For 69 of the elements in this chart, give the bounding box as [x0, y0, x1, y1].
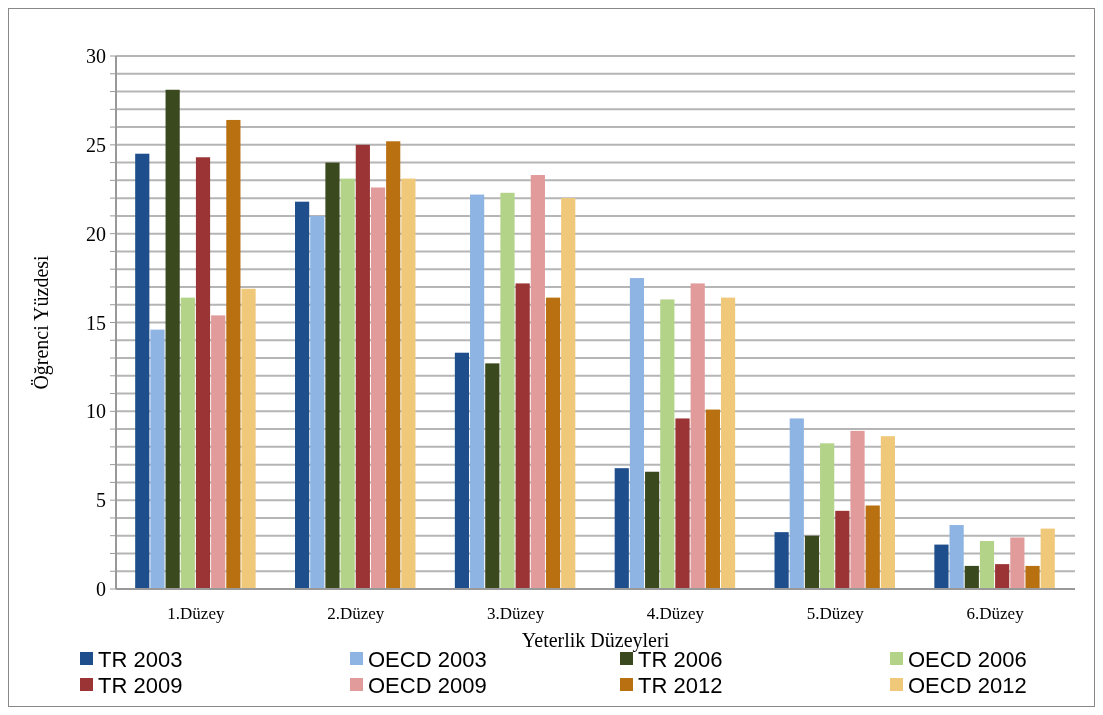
bar: [789, 418, 804, 589]
bar: [241, 288, 256, 589]
y-tick-label: 30: [86, 45, 106, 67]
bar: [226, 119, 241, 589]
bar: [386, 141, 401, 589]
x-tick-label: 3.Düzey: [487, 604, 545, 623]
x-tick-label: 5.Düzey: [806, 604, 865, 623]
bar: [645, 471, 660, 589]
x-tick-label: 1.Düzey: [167, 604, 225, 623]
y-tick-label: 20: [86, 222, 106, 245]
bar: [705, 409, 720, 589]
bar: [934, 544, 949, 589]
bar: [774, 532, 789, 589]
bar: [804, 535, 820, 589]
bar: [454, 352, 470, 589]
y-tick-label: 10: [86, 400, 106, 423]
bar: [660, 299, 675, 589]
x-tick-label: 2.Düzey: [327, 604, 385, 623]
bar: [614, 468, 629, 589]
bar: [850, 430, 865, 589]
y-tick-label: 5: [96, 489, 106, 512]
bar: [690, 283, 705, 589]
bar: [295, 201, 310, 589]
bar: [150, 329, 165, 589]
bar: [835, 510, 850, 589]
legend-label: OECD 2003: [368, 646, 487, 672]
bar: [340, 178, 355, 589]
bar: [561, 198, 576, 589]
y-tick-label: 15: [86, 311, 106, 334]
bar: [1010, 537, 1025, 589]
bar: [820, 443, 835, 589]
bar: [629, 278, 645, 589]
bar: [545, 297, 561, 589]
x-tick-label: 4.Düzey: [646, 604, 705, 623]
bar: [720, 297, 736, 589]
bar: [500, 192, 515, 589]
bar: [355, 144, 370, 589]
bar: [949, 525, 964, 589]
y-axis-title: Öğrenci Yüzdesi: [30, 254, 53, 390]
bar: [310, 215, 325, 589]
bar: [880, 436, 895, 589]
bar: [675, 418, 690, 589]
bar: [211, 315, 226, 589]
y-tick-label: 0: [96, 578, 106, 600]
bar: [180, 297, 195, 589]
bar: [470, 194, 485, 589]
legend-label: TR 2009: [98, 672, 183, 698]
x-tick-label: 6.Düzey: [966, 604, 1025, 623]
legend-label: OECD 2006: [908, 646, 1027, 672]
bar: [401, 178, 416, 589]
legend-label: TR 2003: [98, 646, 183, 672]
bar: [1040, 528, 1055, 589]
legend-label: OECD 2009: [368, 672, 487, 698]
bar: [135, 153, 150, 589]
bar: [370, 187, 386, 589]
bar: [964, 565, 979, 589]
bar: [979, 541, 995, 589]
bar: [515, 283, 530, 589]
bar: [195, 157, 211, 589]
legend-label: TR 2012: [638, 672, 723, 698]
y-tick-label: 25: [86, 133, 106, 156]
bar: [865, 505, 880, 589]
bar: [485, 363, 500, 589]
legend-label: OECD 2012: [908, 672, 1027, 698]
bar: [325, 162, 340, 589]
bar: [995, 564, 1010, 589]
bar: [530, 175, 545, 589]
bar: [165, 89, 180, 589]
bar: [1025, 565, 1040, 589]
